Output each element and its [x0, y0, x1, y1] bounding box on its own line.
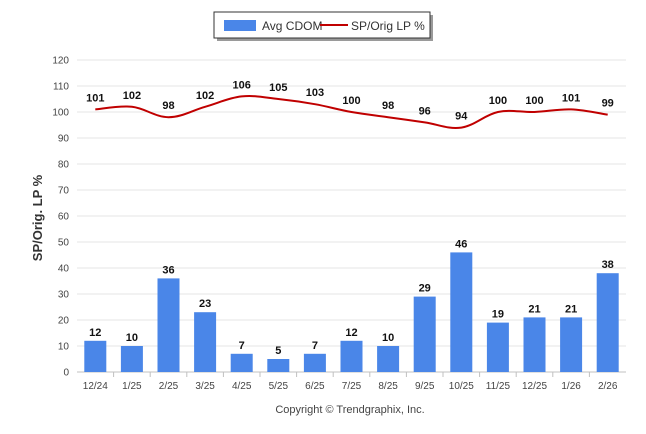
bar-data-label: 19 [492, 309, 504, 321]
bar [120, 346, 143, 372]
x-tick-label: 7/25 [342, 381, 362, 392]
line-data-label: 98 [382, 100, 394, 112]
x-ticks: 12/24 1/25 2/25 3/25 4/25 5/25 6/25 7/25 8/25 9/2… [83, 372, 618, 392]
x-tick-label: 2/26 [598, 381, 618, 392]
bar [486, 322, 509, 372]
y-tick-label: 30 [58, 290, 70, 301]
bar [303, 353, 326, 372]
y-tick-label: 20 [58, 316, 70, 327]
x-tick-label: 12/24 [83, 381, 108, 392]
x-tick-label: 4/25 [232, 381, 252, 392]
bar-data-label: 12 [345, 327, 357, 339]
bar [194, 312, 217, 372]
line-data-label: 98 [162, 100, 174, 112]
y-axis-label: SP/Orig. LP % [30, 174, 45, 261]
line-data-label: 96 [419, 105, 431, 117]
y-ticks: 0 10 20 30 40 50 60 70 80 90 100 110 120 [52, 56, 69, 379]
bar-data-label: 38 [602, 259, 614, 271]
line-data-label: 100 [525, 95, 543, 107]
y-tick-label: 70 [58, 186, 70, 197]
x-tick-label: 9/25 [415, 381, 435, 392]
y-tick-label: 0 [63, 368, 69, 379]
bar [267, 359, 290, 372]
bar-data-label: 10 [382, 332, 394, 344]
x-tick-label: 3/25 [195, 381, 215, 392]
y-tick-label: 100 [52, 108, 69, 119]
line-data-label: 101 [562, 92, 580, 104]
y-tick-label: 90 [58, 134, 70, 145]
copyright: Copyright © Trendgraphix, Inc. [275, 404, 424, 416]
line-data-label: 102 [123, 90, 141, 102]
bar [450, 252, 473, 372]
y-tick-label: 50 [58, 238, 70, 249]
bar [377, 346, 400, 372]
bar [560, 317, 583, 372]
bar-data-label: 12 [89, 327, 101, 339]
legend-label-sp-orig-lp: SP/Orig LP % [351, 19, 425, 33]
y-tick-label: 10 [58, 342, 70, 353]
line-data-label: 101 [86, 92, 104, 104]
y-tick-label: 110 [53, 82, 69, 93]
bar-data-label: 10 [126, 332, 138, 344]
bar-data-label: 21 [528, 303, 540, 315]
bar-data-label: 21 [565, 303, 577, 315]
line-data-label: 103 [306, 87, 324, 99]
bar-data-label: 5 [275, 345, 281, 357]
x-tick-label: 10/25 [449, 381, 474, 392]
legend-label-avg-cdom: Avg CDOM [262, 19, 322, 33]
bar [596, 273, 619, 372]
bar [84, 340, 107, 372]
bar [523, 317, 546, 372]
x-tick-label: 8/25 [378, 381, 398, 392]
x-tick-label: 2/25 [159, 381, 179, 392]
bar-data-label: 29 [419, 283, 431, 295]
line-data-label: 105 [269, 82, 287, 94]
sp-orig-lp-line [95, 95, 608, 129]
bar-data-label: 7 [239, 340, 245, 352]
line-data-label: 94 [455, 111, 468, 123]
line-layer [95, 95, 608, 129]
x-tick-label: 1/25 [122, 381, 142, 392]
bar [157, 278, 180, 372]
line-data-label: 100 [342, 95, 360, 107]
x-tick-label: 11/25 [486, 381, 511, 392]
bar [340, 340, 363, 372]
legend: Avg CDOM SP/Orig LP % [213, 11, 433, 41]
bar-data-label: 46 [455, 238, 467, 250]
bar-data-label: 7 [312, 340, 318, 352]
y-tick-label: 40 [58, 264, 70, 275]
x-tick-label: 12/25 [522, 381, 547, 392]
x-tick-label: 5/25 [269, 381, 289, 392]
y-tick-label: 120 [52, 56, 69, 67]
bar-data-label: 36 [162, 264, 174, 276]
line-data-label: 102 [196, 90, 214, 102]
legend-swatch-avg-cdom [224, 20, 256, 31]
x-tick-label: 1/26 [561, 381, 581, 392]
y-tick-label: 80 [58, 160, 70, 171]
x-tick-label: 6/25 [305, 381, 325, 392]
bar [413, 296, 436, 372]
bars [84, 252, 619, 372]
data-labels: 12 10 36 23 7 5 7 12 10 29 46 19 21 21 38 101 102 98 102 10… [86, 79, 614, 357]
bar-data-label: 23 [199, 298, 211, 310]
bar [230, 353, 253, 372]
line-data-label: 100 [489, 95, 507, 107]
line-data-label: 106 [233, 79, 251, 91]
y-tick-label: 60 [58, 212, 70, 223]
line-data-label: 99 [602, 98, 614, 110]
